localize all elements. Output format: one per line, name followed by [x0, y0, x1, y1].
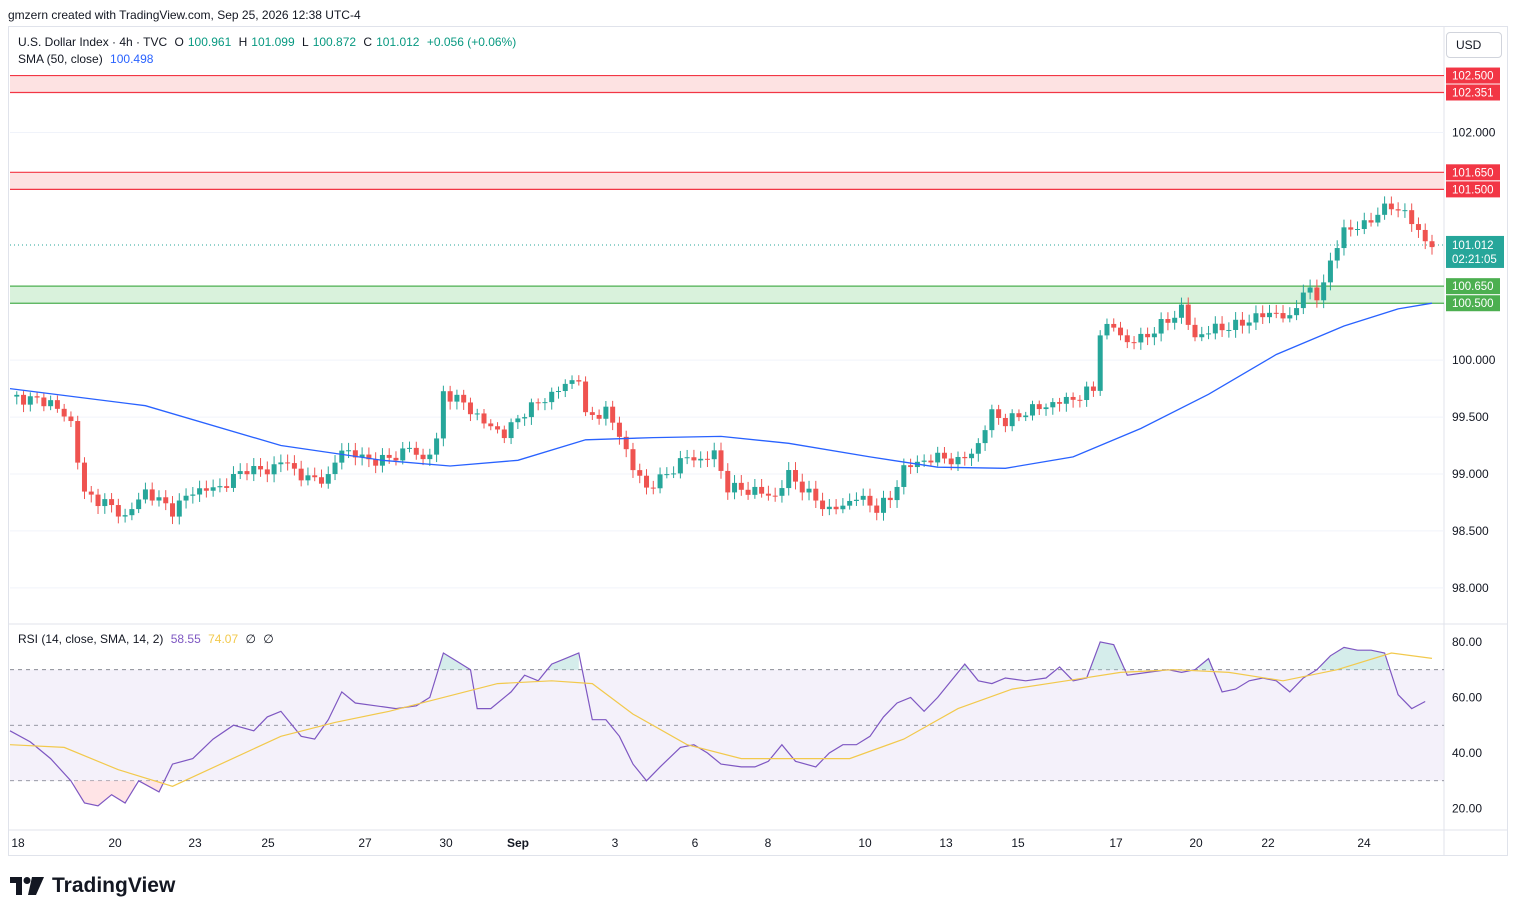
sma-legend[interactable]: SMA (50, close) 100.498: [18, 52, 157, 66]
currency-button[interactable]: USD: [1446, 32, 1502, 58]
tradingview-logo-icon: [10, 877, 44, 895]
rsi-ma-value: 74.07: [208, 632, 239, 646]
rsi-label: RSI (14, close, SMA, 14, 2): [18, 632, 164, 646]
attribution-text: gmzern created with TradingView.com, Sep…: [8, 8, 361, 22]
symbol-label[interactable]: U.S. Dollar Index · 4h · TVC: [18, 35, 168, 49]
high-value: 101.099: [251, 35, 295, 49]
rsi-extra-1: ∅: [245, 632, 256, 646]
high-label: H: [238, 35, 248, 49]
low-value: 100.872: [312, 35, 357, 49]
close-value: 101.012: [376, 35, 420, 49]
open-value: 100.961: [187, 35, 232, 49]
tradingview-brand[interactable]: TradingView: [10, 874, 175, 898]
rsi-legend[interactable]: RSI (14, close, SMA, 14, 2) 58.55 74.07 …: [18, 632, 278, 646]
change-value: +0.056 (+0.06%): [426, 35, 517, 49]
brand-name: TradingView: [52, 874, 176, 897]
sma-label: SMA (50, close): [18, 52, 103, 66]
sma-value: 100.498: [110, 52, 154, 66]
low-label: L: [302, 35, 309, 49]
rsi-extra-2: ∅: [263, 632, 274, 646]
close-label: C: [363, 35, 373, 49]
rsi-value: 58.55: [170, 632, 201, 646]
chart-frame[interactable]: [8, 26, 1508, 856]
open-label: O: [174, 35, 184, 49]
